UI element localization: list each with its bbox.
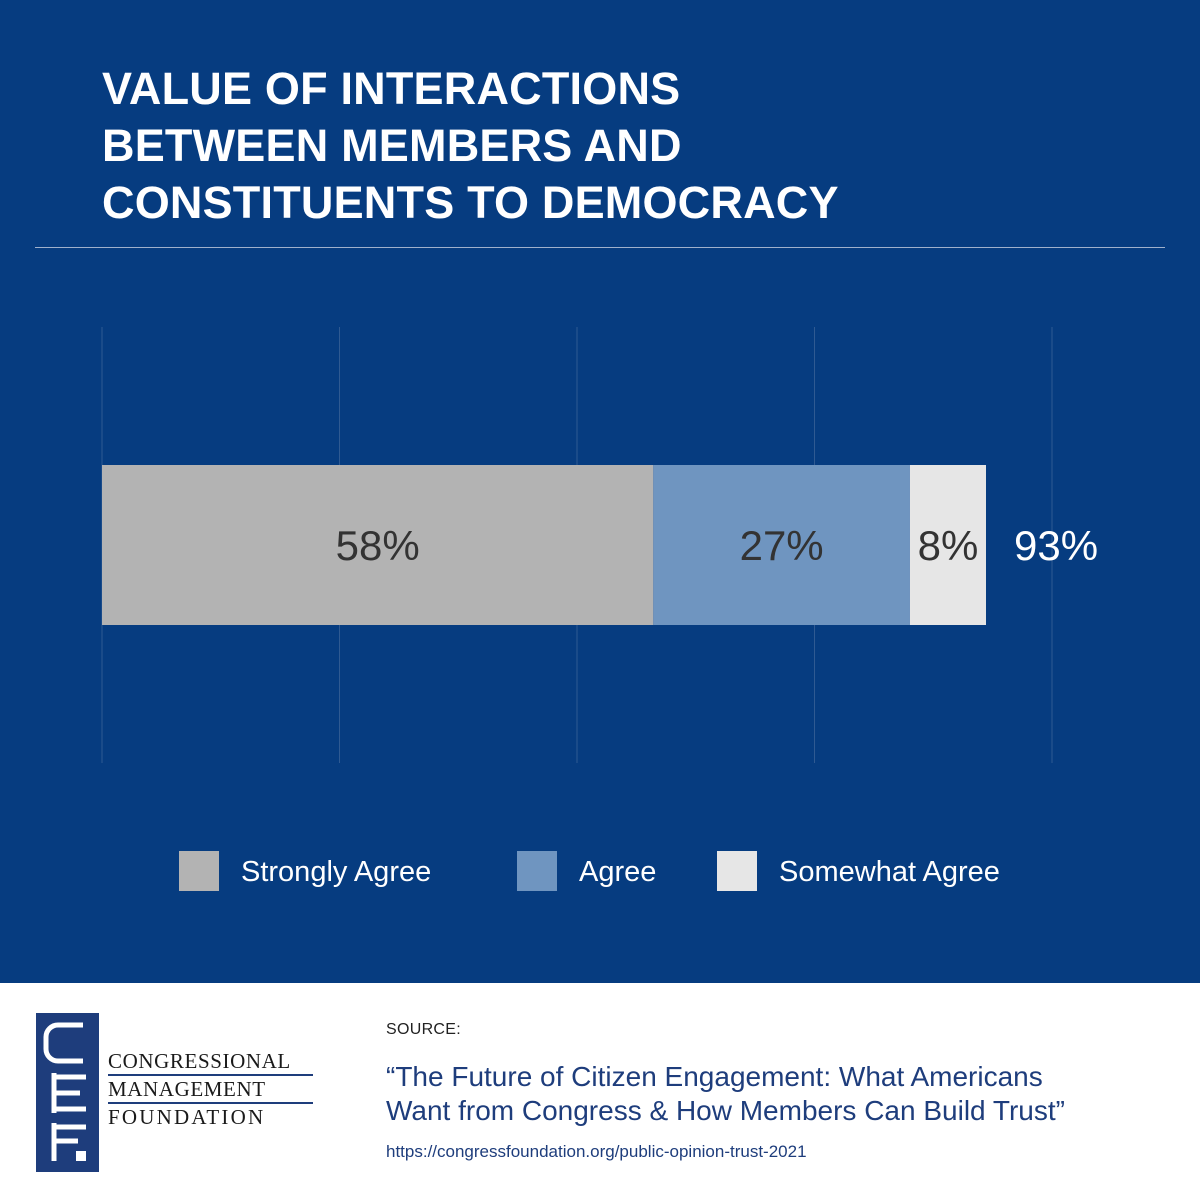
legend-swatch-strongly-agree (179, 851, 219, 891)
legend: Strongly Agree Agree Somewhat Agree (0, 851, 1200, 891)
cmf-logo-icon (36, 1013, 99, 1172)
legend-swatch-agree (517, 851, 557, 891)
source-label: SOURCE: (386, 1021, 461, 1038)
title-line: BETWEEN MEMBERS AND (102, 120, 682, 171)
footer (0, 983, 1200, 1200)
title-line: VALUE OF INTERACTIONS (102, 63, 681, 114)
chart-title: VALUE OF INTERACTIONS BETWEEN MEMBERS AN… (102, 60, 1102, 231)
bar-somewhat-agree (909, 465, 986, 625)
title-divider (35, 247, 1165, 248)
legend-label: Strongly Agree (241, 856, 432, 888)
source-title-line: Want from Congress & How Members Can Bui… (386, 1095, 1065, 1126)
bar-value-label: 58% (336, 522, 420, 569)
bar-agree (653, 465, 910, 625)
title-line: CONSTITUENTS TO DEMOCRACY (102, 177, 839, 228)
stacked-bar-chart: 58% 27% 8% 93% (101, 327, 1098, 763)
cmf-monogram-icon (43, 1022, 86, 1161)
legend-swatch-somewhat-agree (717, 851, 757, 891)
bar-strongly-agree (102, 465, 654, 625)
logo-line: CONGRESSIONAL (108, 1048, 313, 1076)
chart-panel: VALUE OF INTERACTIONS BETWEEN MEMBERS AN… (0, 0, 1200, 983)
source-url-link[interactable]: https://congressfoundation.org/public-op… (386, 1142, 807, 1161)
logo-line: MANAGEMENT (108, 1076, 313, 1104)
legend-label: Somewhat Agree (779, 856, 1000, 888)
logo-line: FOUNDATION (108, 1105, 266, 1129)
source-title-line: “The Future of Citizen Engagement: What … (386, 1061, 1043, 1092)
total-label: 93% (1014, 522, 1098, 569)
bar-value-label: 8% (918, 522, 979, 569)
legend-label: Agree (579, 856, 657, 888)
bar-value-label: 27% (740, 522, 824, 569)
cmf-logo-text: CONGRESSIONAL MANAGEMENT FOUNDATION (108, 1048, 313, 1130)
source-title: “The Future of Citizen Engagement: What … (386, 1060, 1176, 1128)
